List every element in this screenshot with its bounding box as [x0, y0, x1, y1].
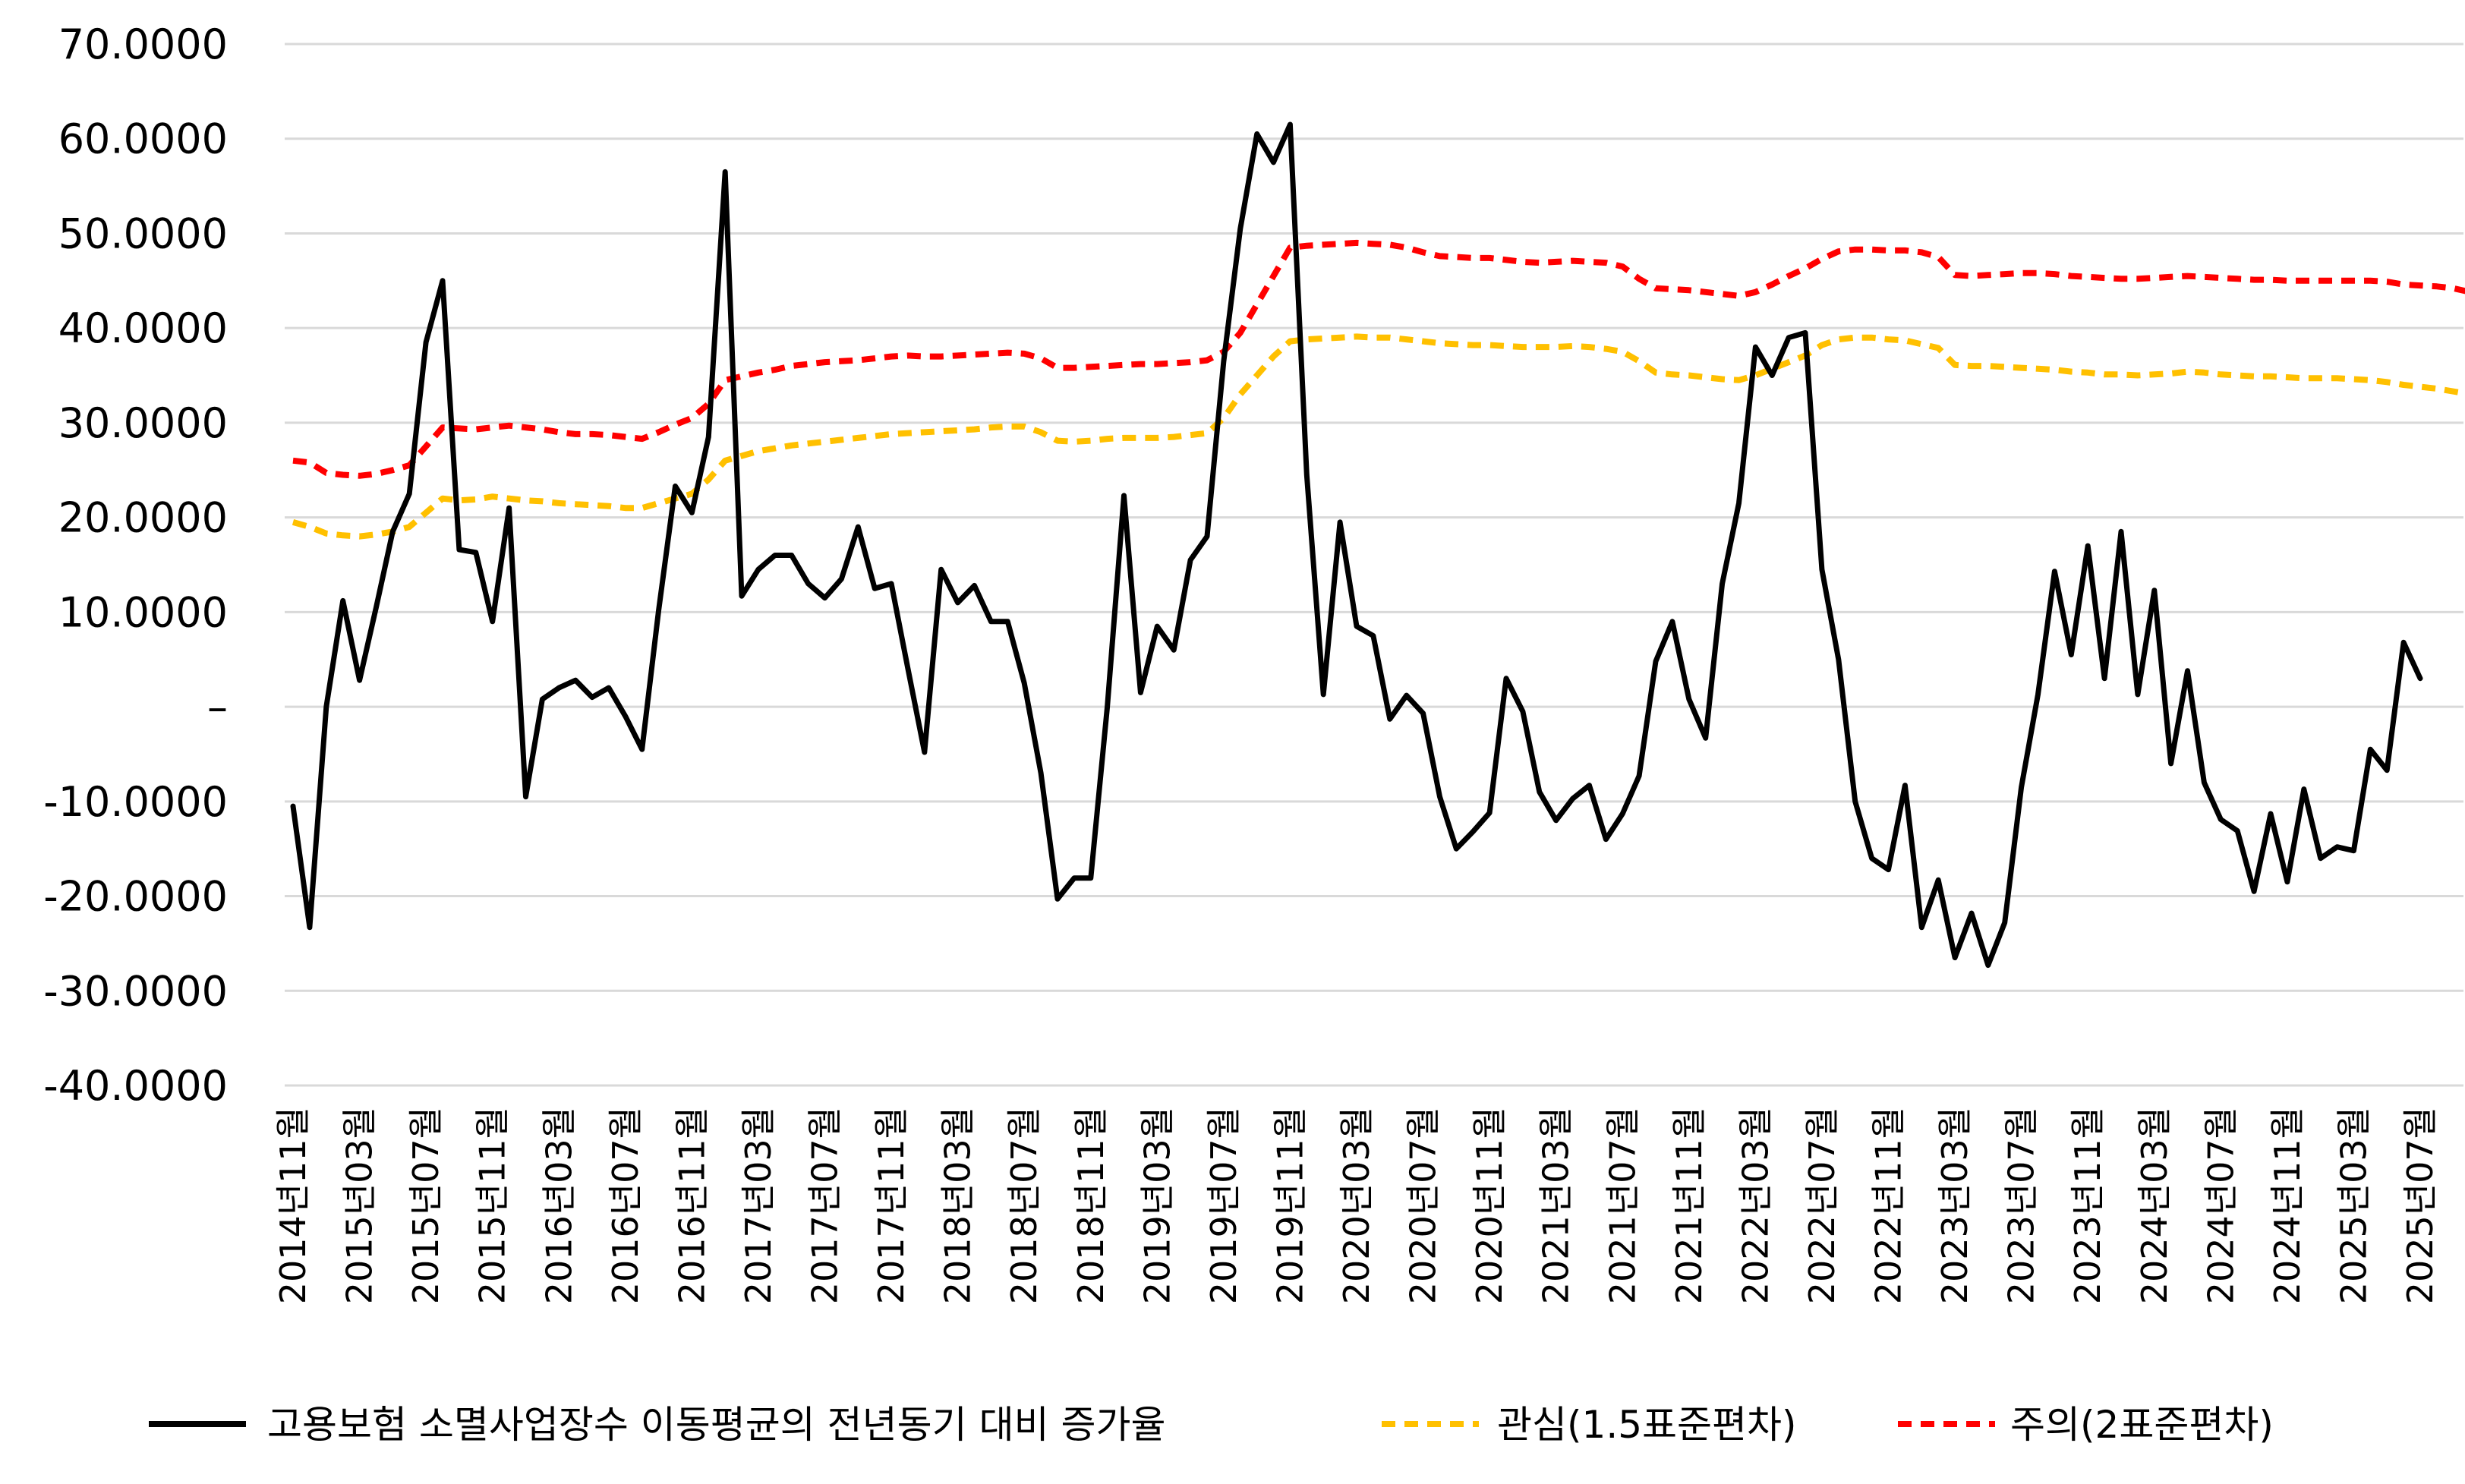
x-tick-label: 2016년11월	[671, 1107, 712, 1304]
series-line	[292, 333, 2465, 540]
x-tick-label: 2016년03월	[538, 1107, 579, 1304]
x-tick-label: 2024년03월	[2134, 1107, 2175, 1304]
x-axis-tick-labels: 2014년11월 2015년03월 2015년07월 2015년11월 2016년03월…	[273, 1107, 2441, 1304]
x-tick-label: 2015년03월	[339, 1107, 380, 1304]
x-tick-label: 2019년03월	[1136, 1107, 1177, 1304]
x-tick-label: 2022년03월	[1735, 1107, 1776, 1304]
y-tick-label: 40.0000	[58, 304, 228, 352]
x-tick-label: 2024년11월	[2267, 1107, 2308, 1304]
series-line	[292, 239, 2465, 479]
x-tick-label: 2023년11월	[2067, 1107, 2108, 1304]
x-tick-label: 2019년07월	[1203, 1107, 1244, 1304]
y-tick-label: 30.0000	[58, 399, 228, 447]
x-tick-label: 2025년03월	[2333, 1107, 2374, 1304]
x-tick-label: 2021년11월	[1669, 1107, 1710, 1304]
y-tick-label: –	[207, 683, 228, 731]
x-tick-label: 2018년11월	[1070, 1107, 1111, 1304]
y-tick-label: 70.0000	[58, 20, 228, 68]
series-line	[290, 121, 2423, 969]
x-tick-label: 2015년07월	[405, 1107, 446, 1304]
y-tick-label: 50.0000	[58, 210, 228, 257]
x-tick-label: 2020년07월	[1403, 1107, 1444, 1304]
x-tick-label: 2018년07월	[1004, 1107, 1045, 1304]
x-tick-label: 2017년03월	[738, 1107, 779, 1304]
x-tick-label: 2014년11월	[273, 1107, 314, 1304]
legend-label: 관심(1.5표준편차)	[1497, 1403, 1797, 1447]
x-tick-label: 2017년07월	[805, 1107, 846, 1304]
x-tick-label: 2025년07월	[2400, 1107, 2441, 1304]
x-tick-label: 2021년07월	[1602, 1107, 1643, 1304]
y-tick-label: -30.0000	[43, 967, 228, 1015]
x-tick-label: 2023년03월	[1934, 1107, 1975, 1304]
x-tick-label: 2024년07월	[2200, 1107, 2241, 1304]
legend-label: 고용보험 소멸사업장수 이동평균의 전년동기 대비 증가율	[267, 1403, 1165, 1447]
series-lines	[290, 121, 2465, 969]
legend-label: 주의(2표준편차)	[2010, 1403, 2274, 1447]
x-tick-label: 2022년07월	[1801, 1107, 1842, 1304]
y-tick-label: -40.0000	[43, 1062, 228, 1110]
x-tick-label: 2019년11월	[1269, 1107, 1310, 1304]
x-tick-label: 2021년03월	[1536, 1107, 1577, 1304]
x-tick-label: 2017년11월	[871, 1107, 912, 1304]
x-tick-label: 2020년03월	[1336, 1107, 1377, 1304]
x-tick-label: 2022년11월	[1868, 1107, 1909, 1304]
x-tick-label: 2015년11월	[472, 1107, 513, 1304]
y-axis-tick-labels: 70.0000 60.0000 50.0000 40.0000 30.0000 20.00…	[43, 20, 228, 1110]
y-tick-label: -20.0000	[43, 873, 228, 921]
y-tick-label: -10.0000	[43, 778, 228, 826]
legend: 고용보험 소멸사업장수 이동평균의 전년동기 대비 증가율 관심(1.5표준편차)…	[149, 1403, 2274, 1447]
y-tick-label: 60.0000	[58, 115, 228, 163]
x-tick-label: 2020년11월	[1469, 1107, 1510, 1304]
x-tick-label: 2018년03월	[938, 1107, 979, 1304]
x-tick-label: 2016년07월	[605, 1107, 646, 1304]
y-tick-label: 10.0000	[58, 588, 228, 636]
y-tick-label: 20.0000	[58, 494, 228, 542]
x-tick-label: 2023년07월	[2001, 1107, 2042, 1304]
